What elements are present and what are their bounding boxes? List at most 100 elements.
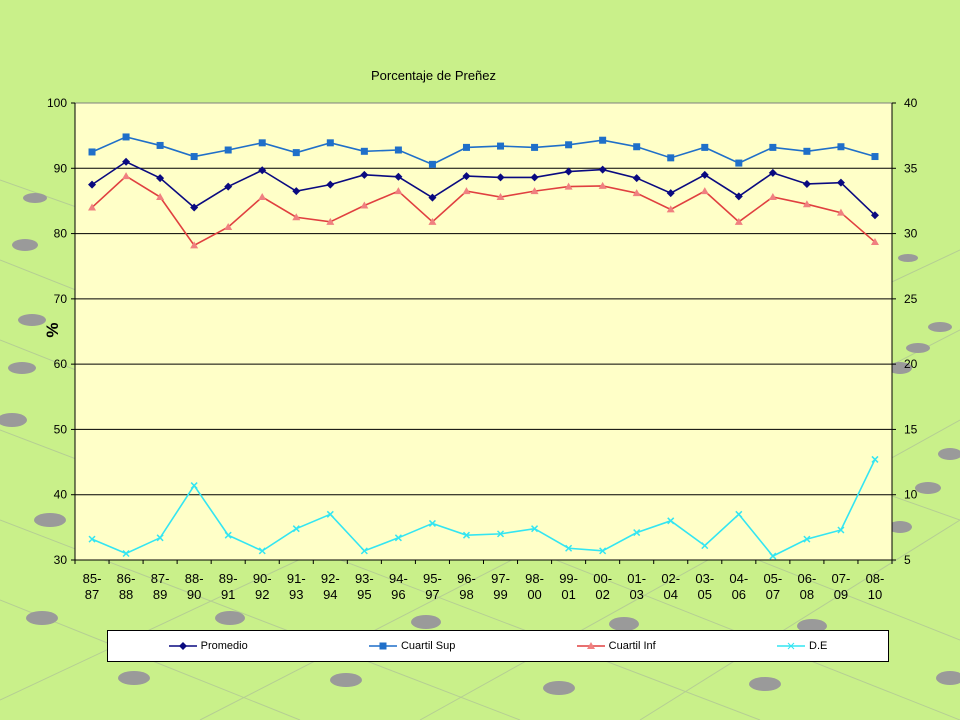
data-point bbox=[394, 146, 402, 154]
x-tick-label: 86- bbox=[117, 571, 136, 586]
x-tick-label: 91 bbox=[221, 587, 235, 602]
x-tick-label: 90- bbox=[253, 571, 272, 586]
x-tick-label: 03- bbox=[695, 571, 714, 586]
data-point bbox=[700, 187, 709, 195]
data-point bbox=[394, 172, 403, 181]
data-point bbox=[598, 165, 607, 174]
data-point bbox=[326, 180, 335, 189]
data-point bbox=[496, 193, 505, 201]
legend-item: Cuartil Inf bbox=[576, 640, 656, 652]
data-point bbox=[258, 547, 266, 555]
data-point bbox=[871, 153, 879, 161]
x-tick-label: 04 bbox=[663, 587, 677, 602]
x-tick-label: 06 bbox=[732, 587, 746, 602]
x-tick-label: 93- bbox=[355, 571, 374, 586]
data-point bbox=[836, 208, 845, 216]
data-point bbox=[496, 173, 505, 182]
data-point bbox=[156, 193, 165, 201]
data-point bbox=[88, 203, 97, 211]
legend-label: D.E bbox=[809, 640, 828, 652]
y-tick-label: 50 bbox=[54, 422, 68, 436]
data-point bbox=[803, 147, 811, 155]
x-tick-label: 97 bbox=[425, 587, 439, 602]
y-tick-label: 100 bbox=[47, 96, 67, 110]
data-point bbox=[224, 223, 233, 231]
x-tick-label: 87- bbox=[151, 571, 170, 586]
data-point bbox=[360, 170, 369, 179]
data-point bbox=[360, 201, 369, 209]
data-point bbox=[462, 172, 471, 181]
y-tick-label: 90 bbox=[54, 161, 68, 175]
data-point bbox=[88, 535, 96, 543]
data-point bbox=[802, 179, 811, 188]
x-tick-label: 00- bbox=[593, 571, 612, 586]
y2-tick-label: 5 bbox=[904, 553, 911, 567]
data-point bbox=[768, 168, 777, 177]
x-tick-label: 96- bbox=[457, 571, 476, 586]
data-point bbox=[224, 182, 233, 191]
data-point bbox=[156, 141, 164, 149]
x-tick-label: 04- bbox=[729, 571, 748, 586]
data-point bbox=[292, 149, 300, 157]
x-tick-label: 02 bbox=[595, 587, 609, 602]
data-point bbox=[497, 142, 505, 150]
data-point bbox=[394, 534, 402, 542]
y2-tick-label: 15 bbox=[904, 422, 918, 436]
data-point bbox=[496, 530, 505, 538]
x-tick-label: 08 bbox=[800, 587, 814, 602]
y2-tick-label: 20 bbox=[904, 357, 918, 371]
data-point bbox=[666, 205, 675, 213]
data-point bbox=[156, 534, 164, 542]
x-tick-label: 07- bbox=[832, 571, 851, 586]
legend-swatch bbox=[576, 642, 605, 649]
data-point bbox=[666, 189, 675, 198]
data-point bbox=[837, 143, 845, 151]
data-point bbox=[700, 170, 709, 179]
data-point bbox=[292, 525, 300, 533]
data-point bbox=[190, 203, 199, 212]
x-tick-label: 88 bbox=[119, 587, 133, 602]
x-tick-label: 99 bbox=[493, 587, 507, 602]
data-point bbox=[258, 166, 267, 175]
data-point bbox=[326, 510, 334, 518]
data-point bbox=[768, 193, 777, 201]
y-tick-label: 60 bbox=[54, 357, 68, 371]
data-point bbox=[871, 455, 879, 463]
data-point bbox=[565, 141, 573, 149]
data-point bbox=[360, 547, 368, 555]
x-tick-label: 94- bbox=[389, 571, 408, 586]
data-point bbox=[632, 174, 641, 183]
y2-tick-label: 35 bbox=[904, 161, 918, 175]
x-tick-label: 05 bbox=[698, 587, 712, 602]
x-tick-label: 08- bbox=[866, 571, 885, 586]
chart-title: Porcentaje de Preñez bbox=[371, 68, 496, 83]
x-tick-label: 99- bbox=[559, 571, 578, 586]
x-tick-label: 85- bbox=[83, 571, 102, 586]
x-tick-label: 93 bbox=[289, 587, 303, 602]
line-chart: 3040506070809010051015202530354085-8786-… bbox=[43, 68, 918, 602]
data-point bbox=[803, 535, 811, 543]
data-point bbox=[224, 531, 232, 539]
data-point bbox=[190, 482, 198, 490]
data-point bbox=[292, 187, 301, 196]
data-point bbox=[88, 180, 97, 189]
data-point bbox=[734, 192, 743, 201]
legend-item: Cuartil Sup bbox=[368, 640, 455, 652]
x-tick-label: 01 bbox=[561, 587, 575, 602]
chart-legend: Promedio Cuartil Sup Cuartil Inf D.E bbox=[107, 630, 889, 662]
data-point bbox=[633, 529, 641, 537]
data-point bbox=[870, 238, 879, 246]
legend-swatch bbox=[777, 642, 805, 650]
series-line-promedio bbox=[91, 160, 876, 216]
x-tick-label: 92 bbox=[255, 587, 269, 602]
x-tick-label: 05- bbox=[763, 571, 782, 586]
data-point bbox=[190, 241, 199, 249]
x-tick-label: 98 bbox=[459, 587, 473, 602]
y-axis-title: % bbox=[43, 322, 62, 337]
data-point bbox=[326, 139, 334, 147]
y-tick-label: 30 bbox=[54, 553, 68, 567]
data-point bbox=[565, 544, 573, 552]
data-point bbox=[394, 187, 403, 195]
series-line-cuartil-inf bbox=[91, 175, 876, 247]
data-point bbox=[122, 172, 131, 180]
